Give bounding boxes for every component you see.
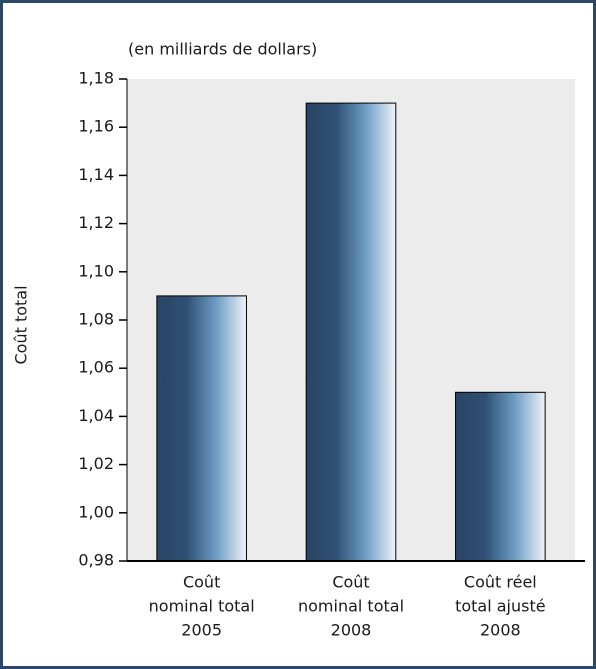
- y-tick-label: 1,08: [78, 310, 114, 329]
- x-tick-label: total ajusté: [455, 597, 546, 616]
- x-tick-label: Coût: [332, 573, 369, 592]
- x-tick-label: 2005: [181, 621, 222, 640]
- y-axis-label: Coût total: [12, 285, 31, 364]
- x-tick-label: Coût réel: [464, 573, 537, 592]
- y-tick-label: 1,16: [78, 117, 114, 136]
- y-tick-label: 1,02: [78, 454, 114, 473]
- subtitle: (en milliards de dollars): [128, 40, 317, 59]
- x-tick-label: nominal total: [149, 597, 255, 616]
- x-tick-label: 2008: [480, 621, 521, 640]
- x-tick-label: nominal total: [298, 597, 404, 616]
- y-tick-label: 1,06: [78, 358, 114, 377]
- x-tick-label: 2008: [331, 621, 372, 640]
- y-tick-label: 1,14: [78, 165, 114, 184]
- x-tick-label: Coût: [183, 573, 220, 592]
- bar: [455, 391, 546, 562]
- y-tick-label: 0,98: [78, 551, 114, 570]
- y-tick-label: 1,00: [78, 502, 114, 521]
- bar: [156, 295, 247, 562]
- y-tick-label: 1,12: [78, 213, 114, 232]
- y-tick-label: 1,04: [78, 406, 114, 425]
- y-tick-label: 1,18: [78, 69, 114, 88]
- bar: [305, 102, 397, 562]
- y-tick-label: 1,10: [78, 261, 114, 280]
